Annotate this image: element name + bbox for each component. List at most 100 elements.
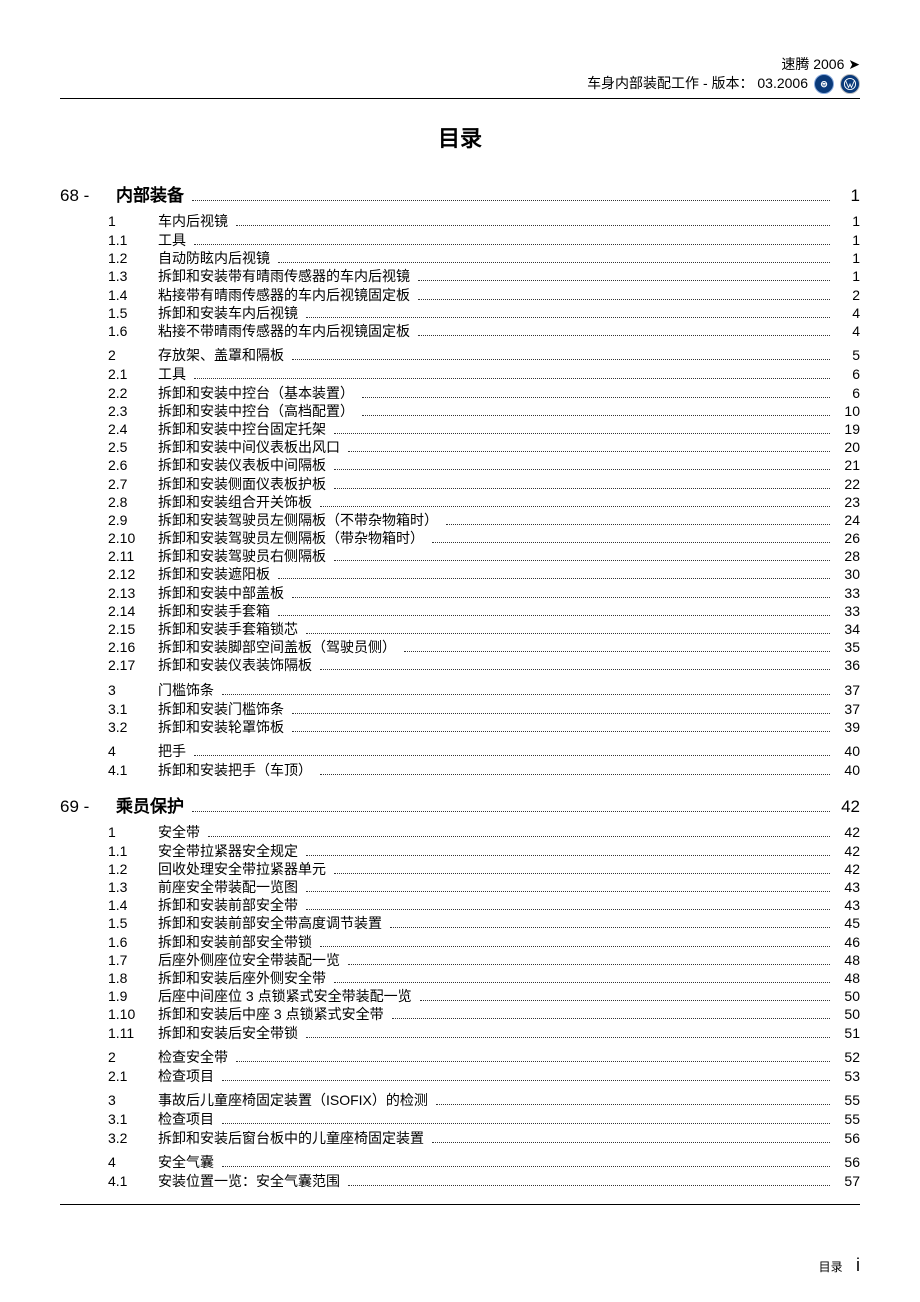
entry-title: 安全带拉紧器安全规定 bbox=[158, 842, 298, 860]
toc-entry-row: 1.4粘接带有晴雨传感器的车内后视镜固定板2 bbox=[60, 286, 860, 304]
entry-page: 50 bbox=[836, 987, 860, 1005]
entry-number: 3.2 bbox=[108, 1129, 158, 1147]
toc-dots bbox=[418, 327, 830, 336]
page-footer: 目录 i bbox=[819, 1255, 860, 1276]
toc-dots bbox=[194, 370, 830, 379]
toc-entry-row: 1.2回收处理安全带拉紧器单元42 bbox=[60, 860, 860, 878]
toc-dots bbox=[362, 388, 830, 397]
entry-number: 2.7 bbox=[108, 475, 158, 493]
toc-entry-row: 1.10拆卸和安装后中座 3 点锁紧式安全带50 bbox=[60, 1005, 860, 1023]
entry-number: 1.9 bbox=[108, 987, 158, 1005]
toc-entry-row: 2.11拆卸和安装驾驶员右侧隔板28 bbox=[60, 547, 860, 565]
entry-page: 1 bbox=[836, 267, 860, 285]
group-page: 52 bbox=[836, 1048, 860, 1066]
entry-page: 22 bbox=[836, 475, 860, 493]
entry-title: 检查项目 bbox=[158, 1110, 214, 1128]
group-number: 2 bbox=[108, 346, 158, 364]
toc-group-row: 4把手40 bbox=[60, 742, 860, 760]
toc-dots bbox=[334, 974, 830, 983]
document-page: 速腾 2006 ➤ 车身内部装配工作 - 版本： 03.2006 ⊜ 目录 68… bbox=[0, 0, 920, 1302]
group-title: 检查安全带 bbox=[158, 1048, 228, 1066]
entry-title: 拆卸和安装脚部空间盖板（驾驶员侧） bbox=[158, 638, 396, 656]
toc-dots bbox=[194, 747, 830, 756]
entry-number: 2.8 bbox=[108, 493, 158, 511]
entry-title: 拆卸和安装中控台固定托架 bbox=[158, 420, 326, 438]
entry-page: 37 bbox=[836, 700, 860, 718]
page-header: 速腾 2006 ➤ 车身内部装配工作 - 版本： 03.2006 ⊜ bbox=[60, 55, 860, 94]
group-number: 2 bbox=[108, 1048, 158, 1066]
toc-entry-row: 3.1检查项目 55 bbox=[60, 1110, 860, 1128]
entry-number: 1.10 bbox=[108, 1005, 158, 1023]
toc-dots bbox=[320, 661, 830, 670]
toc-dots bbox=[432, 1133, 830, 1142]
toc-dots bbox=[348, 1177, 830, 1186]
entry-page: 2 bbox=[836, 286, 860, 304]
toc-dots bbox=[292, 588, 830, 597]
toc-entry-row: 2.10拆卸和安装驾驶员左侧隔板（带杂物箱时）26 bbox=[60, 529, 860, 547]
entry-number: 2.14 bbox=[108, 602, 158, 620]
entry-number: 2.2 bbox=[108, 384, 158, 402]
entry-title: 拆卸和安装中部盖板 bbox=[158, 584, 284, 602]
entry-title: 拆卸和安装前部安全带锁 bbox=[158, 933, 312, 951]
toc-entry-row: 2.3拆卸和安装中控台（高档配置）10 bbox=[60, 402, 860, 420]
toc-dots bbox=[306, 846, 830, 855]
entry-page: 48 bbox=[836, 969, 860, 987]
entry-page: 30 bbox=[836, 565, 860, 583]
toc-entry-row: 1.9后座中间座位 3 点锁紧式安全带装配一览50 bbox=[60, 987, 860, 1005]
entry-page: 4 bbox=[836, 304, 860, 322]
entry-title: 拆卸和安装后窗台板中的儿童座椅固定装置 bbox=[158, 1129, 424, 1147]
toc-dots bbox=[236, 217, 830, 226]
toc-dots bbox=[194, 236, 830, 245]
toc-entry-row: 2.14拆卸和安装手套箱33 bbox=[60, 602, 860, 620]
toc-dots bbox=[320, 766, 830, 775]
entry-title: 拆卸和安装手套箱锁芯 bbox=[158, 620, 298, 638]
toc-dots bbox=[306, 901, 830, 910]
entry-page: 28 bbox=[836, 547, 860, 565]
toc-entry-row: 1.8拆卸和安装后座外侧安全带48 bbox=[60, 969, 860, 987]
toc-entry-row: 1.1工具1 bbox=[60, 231, 860, 249]
entry-number: 2.11 bbox=[108, 547, 158, 565]
toc-dots bbox=[334, 479, 830, 488]
header-line-1: 速腾 2006 ➤ bbox=[60, 55, 860, 74]
group-number: 3 bbox=[108, 681, 158, 699]
entry-page: 19 bbox=[836, 420, 860, 438]
group-title: 安全带 bbox=[158, 823, 200, 841]
entry-title: 拆卸和安装后中座 3 点锁紧式安全带 bbox=[158, 1005, 384, 1023]
toc-body: 68 -内部装备11车内后视镜11.1工具11.2自动防眩内后视镜11.3拆卸和… bbox=[60, 181, 860, 1190]
toc-entry-row: 1.11拆卸和安装后安全带锁51 bbox=[60, 1024, 860, 1042]
group-title: 事故后儿童座椅固定装置（ISOFIX）的检测 bbox=[158, 1091, 428, 1109]
entry-number: 3.1 bbox=[108, 1110, 158, 1128]
entry-number: 2.5 bbox=[108, 438, 158, 456]
toc-group-row: 1车内后视镜1 bbox=[60, 212, 860, 230]
toc-entry-row: 1.4拆卸和安装前部安全带43 bbox=[60, 896, 860, 914]
toc-dots bbox=[362, 406, 830, 415]
entry-page: 45 bbox=[836, 914, 860, 932]
entry-page: 55 bbox=[836, 1110, 860, 1128]
entry-page: 42 bbox=[836, 860, 860, 878]
entry-page: 21 bbox=[836, 456, 860, 474]
entry-number: 2.16 bbox=[108, 638, 158, 656]
entry-page: 10 bbox=[836, 402, 860, 420]
toc-dots bbox=[306, 1028, 830, 1037]
toc-dots bbox=[278, 254, 830, 263]
entry-title: 安装位置一览：安全气囊范围 bbox=[158, 1172, 340, 1190]
entry-number: 1.1 bbox=[108, 842, 158, 860]
group-title: 把手 bbox=[158, 742, 186, 760]
toc-dots bbox=[392, 1010, 830, 1019]
toc-entry-row: 2.6拆卸和安装仪表板中间隔板21 bbox=[60, 456, 860, 474]
entry-number: 1.4 bbox=[108, 286, 158, 304]
toc-dots bbox=[320, 937, 830, 946]
entry-number: 2.9 bbox=[108, 511, 158, 529]
toc-dots bbox=[292, 351, 830, 360]
toc-dots bbox=[334, 425, 830, 434]
entry-title: 拆卸和安装中间仪表板出风口 bbox=[158, 438, 340, 456]
toc-entry-row: 3.1拆卸和安装门槛饰条37 bbox=[60, 700, 860, 718]
entry-title: 自动防眩内后视镜 bbox=[158, 249, 270, 267]
toc-entry-row: 4.1拆卸和安装把手（车顶）40 bbox=[60, 761, 860, 779]
group-page: 37 bbox=[836, 681, 860, 699]
group-page: 42 bbox=[836, 823, 860, 841]
toc-entry-row: 2.15拆卸和安装手套箱锁芯34 bbox=[60, 620, 860, 638]
toc-dots bbox=[278, 570, 830, 579]
header-line-2-text: 车身内部装配工作 - 版本： 03.2006 bbox=[587, 74, 808, 93]
group-title: 门槛饰条 bbox=[158, 681, 214, 699]
